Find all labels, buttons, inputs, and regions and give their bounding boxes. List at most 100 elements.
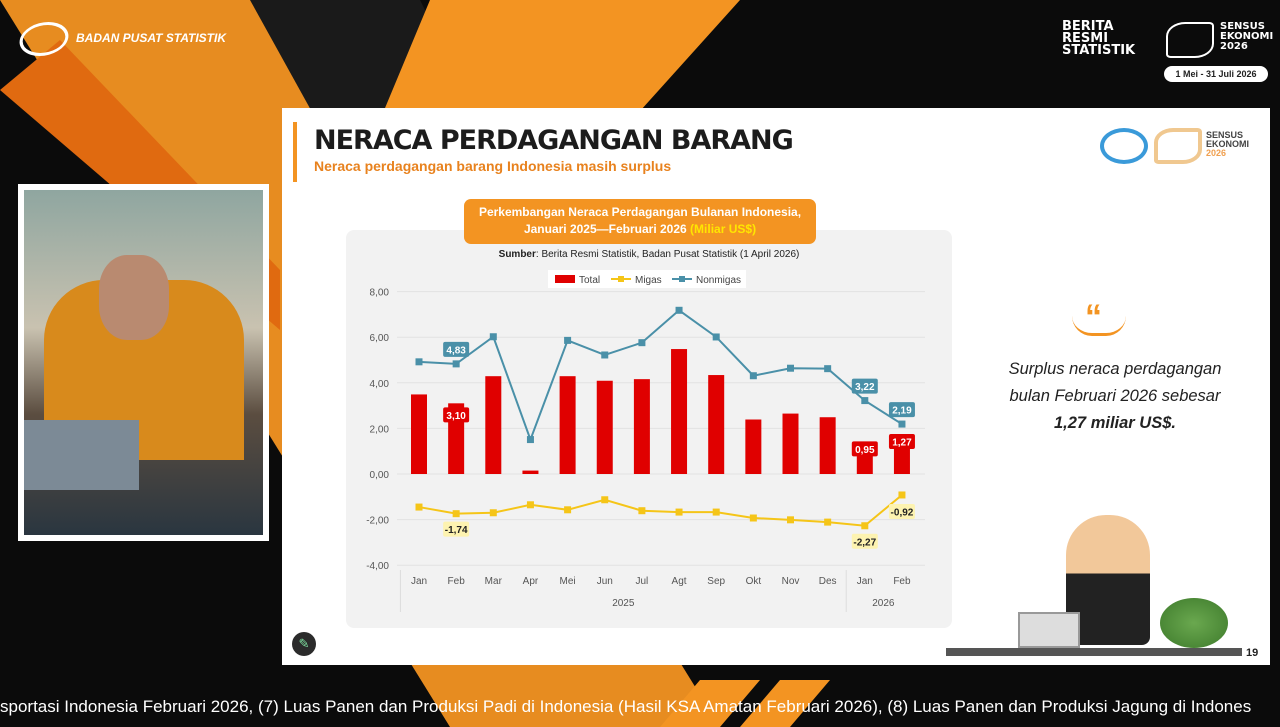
point-nonmigas: [489, 333, 497, 341]
bar-total: [633, 379, 650, 474]
edit-pen-button[interactable]: ✎: [292, 632, 316, 656]
data-label: -1,74: [445, 525, 468, 536]
sensus-slide-logo-icon: [1154, 128, 1202, 164]
sensus-logo-text: SENSUS EKONOMI 2026: [1220, 21, 1274, 52]
point-nonmigas: [749, 372, 757, 380]
point-migas: [675, 508, 683, 516]
line-migas: [418, 494, 903, 527]
legend: [548, 270, 746, 288]
y-tick-label: 2,00: [370, 424, 390, 435]
point-nonmigas: [564, 336, 572, 344]
laptop-illustration: [1018, 612, 1080, 648]
point-nonmigas: [824, 365, 832, 373]
bar-total: [411, 394, 427, 474]
title-accent: [293, 122, 297, 182]
news-ticker: sportasi Indonesia Februari 2026, (7) Lu…: [0, 697, 1252, 716]
data-label: 4,83: [446, 345, 466, 356]
point-migas: [601, 496, 609, 504]
x-tick-label: Jun: [597, 576, 613, 587]
plant-illustration: [1160, 598, 1228, 648]
data-label-box: [888, 402, 915, 418]
data-label: 2,19: [892, 406, 912, 417]
x-tick-label: Mar: [485, 576, 503, 587]
y-tick-label: 0,00: [370, 470, 390, 481]
data-label-box: [443, 407, 470, 423]
y-tick-label: 8,00: [370, 288, 390, 299]
bar-total: [596, 380, 613, 474]
chart-title: Perkembangan Neraca Perdagangan Bulanan …: [464, 199, 816, 244]
point-nonmigas: [415, 358, 423, 366]
smile-divider: [1072, 316, 1126, 336]
bar-total: [819, 417, 836, 474]
point-migas: [415, 503, 423, 511]
bar-total: [485, 376, 502, 474]
legend-label: Total: [579, 275, 600, 286]
point-migas: [861, 522, 869, 530]
x-tick-label: Jan: [857, 576, 873, 587]
point-nonmigas: [526, 436, 534, 444]
point-nonmigas: [787, 364, 794, 372]
data-label: 3,10: [446, 411, 466, 422]
data-label: 3,22: [855, 382, 875, 393]
speaker-video: [18, 184, 269, 541]
y-tick-label: -2,00: [366, 516, 389, 527]
legend-label: Nonmigas: [696, 275, 741, 286]
x-tick-label: Sep: [707, 576, 725, 587]
point-nonmigas: [638, 339, 646, 347]
bar-total: [522, 470, 539, 474]
quote-text: Surplus neraca perdagangan bulan Februar…: [1008, 360, 1222, 432]
data-label: -0,92: [891, 507, 914, 518]
bar-total: [856, 452, 873, 474]
y-tick-label: 6,00: [370, 333, 390, 344]
point-migas: [824, 518, 832, 526]
point-migas: [489, 509, 497, 517]
point-nonmigas: [861, 397, 869, 405]
x-tick-label: Feb: [893, 576, 911, 587]
point-migas: [638, 507, 646, 515]
page-number: 19: [1246, 647, 1259, 659]
x-tick-label: Feb: [448, 576, 466, 587]
sensus-logo-icon: [1166, 22, 1214, 58]
data-label: 0,95: [855, 445, 875, 456]
legend-marker: [618, 276, 624, 282]
data-label-box: [443, 521, 470, 537]
data-label: 1,27: [892, 438, 912, 449]
x-tick-label: Nov: [782, 576, 800, 587]
data-label-box: [888, 503, 915, 519]
point-nonmigas: [675, 306, 683, 314]
point-migas: [712, 508, 720, 516]
x-tick-label: Okt: [746, 576, 762, 587]
slide-title: NERACA PERDAGANGAN BARANG: [314, 125, 794, 156]
bar-total: [559, 376, 576, 474]
point-migas: [749, 514, 757, 522]
chart-source: Sumber: Berita Resmi Statistik, Badan Pu…: [498, 249, 800, 260]
data-label-box: [851, 441, 878, 457]
y-tick-label: -4,00: [366, 561, 389, 572]
point-migas: [452, 510, 460, 518]
point-nonmigas: [712, 333, 720, 341]
data-label: -2,27: [853, 537, 876, 548]
year-label: 2025: [612, 598, 635, 609]
slide-subtitle: Neraca perdagangan barang Indonesia masi…: [314, 158, 672, 174]
laptop: [24, 420, 139, 490]
data-label-box: [851, 378, 878, 394]
point-migas: [564, 506, 572, 514]
mascot-illustration: [1066, 515, 1150, 645]
x-tick-label: Apr: [523, 576, 539, 587]
point-nonmigas: [898, 420, 906, 428]
sensus-slide-logo-text: SENSUS EKONOMI 2026: [1206, 130, 1250, 158]
x-tick-label: Jul: [636, 576, 649, 587]
bar-total: [745, 419, 762, 474]
legend-swatch: [555, 275, 575, 283]
data-label-box: [888, 434, 915, 450]
line-nonmigas: [418, 309, 903, 443]
bps-slide-logo-icon: [1100, 128, 1148, 164]
point-nonmigas: [452, 360, 460, 368]
data-label-box: [851, 533, 878, 549]
sensus-dates: 1 Mei - 31 Juli 2026: [1164, 66, 1268, 82]
y-tick-label: 4,00: [370, 379, 390, 390]
point-migas: [787, 516, 794, 524]
org-name: BADAN PUSAT STATISTIK: [76, 31, 226, 45]
x-tick-label: Mei: [560, 576, 576, 587]
